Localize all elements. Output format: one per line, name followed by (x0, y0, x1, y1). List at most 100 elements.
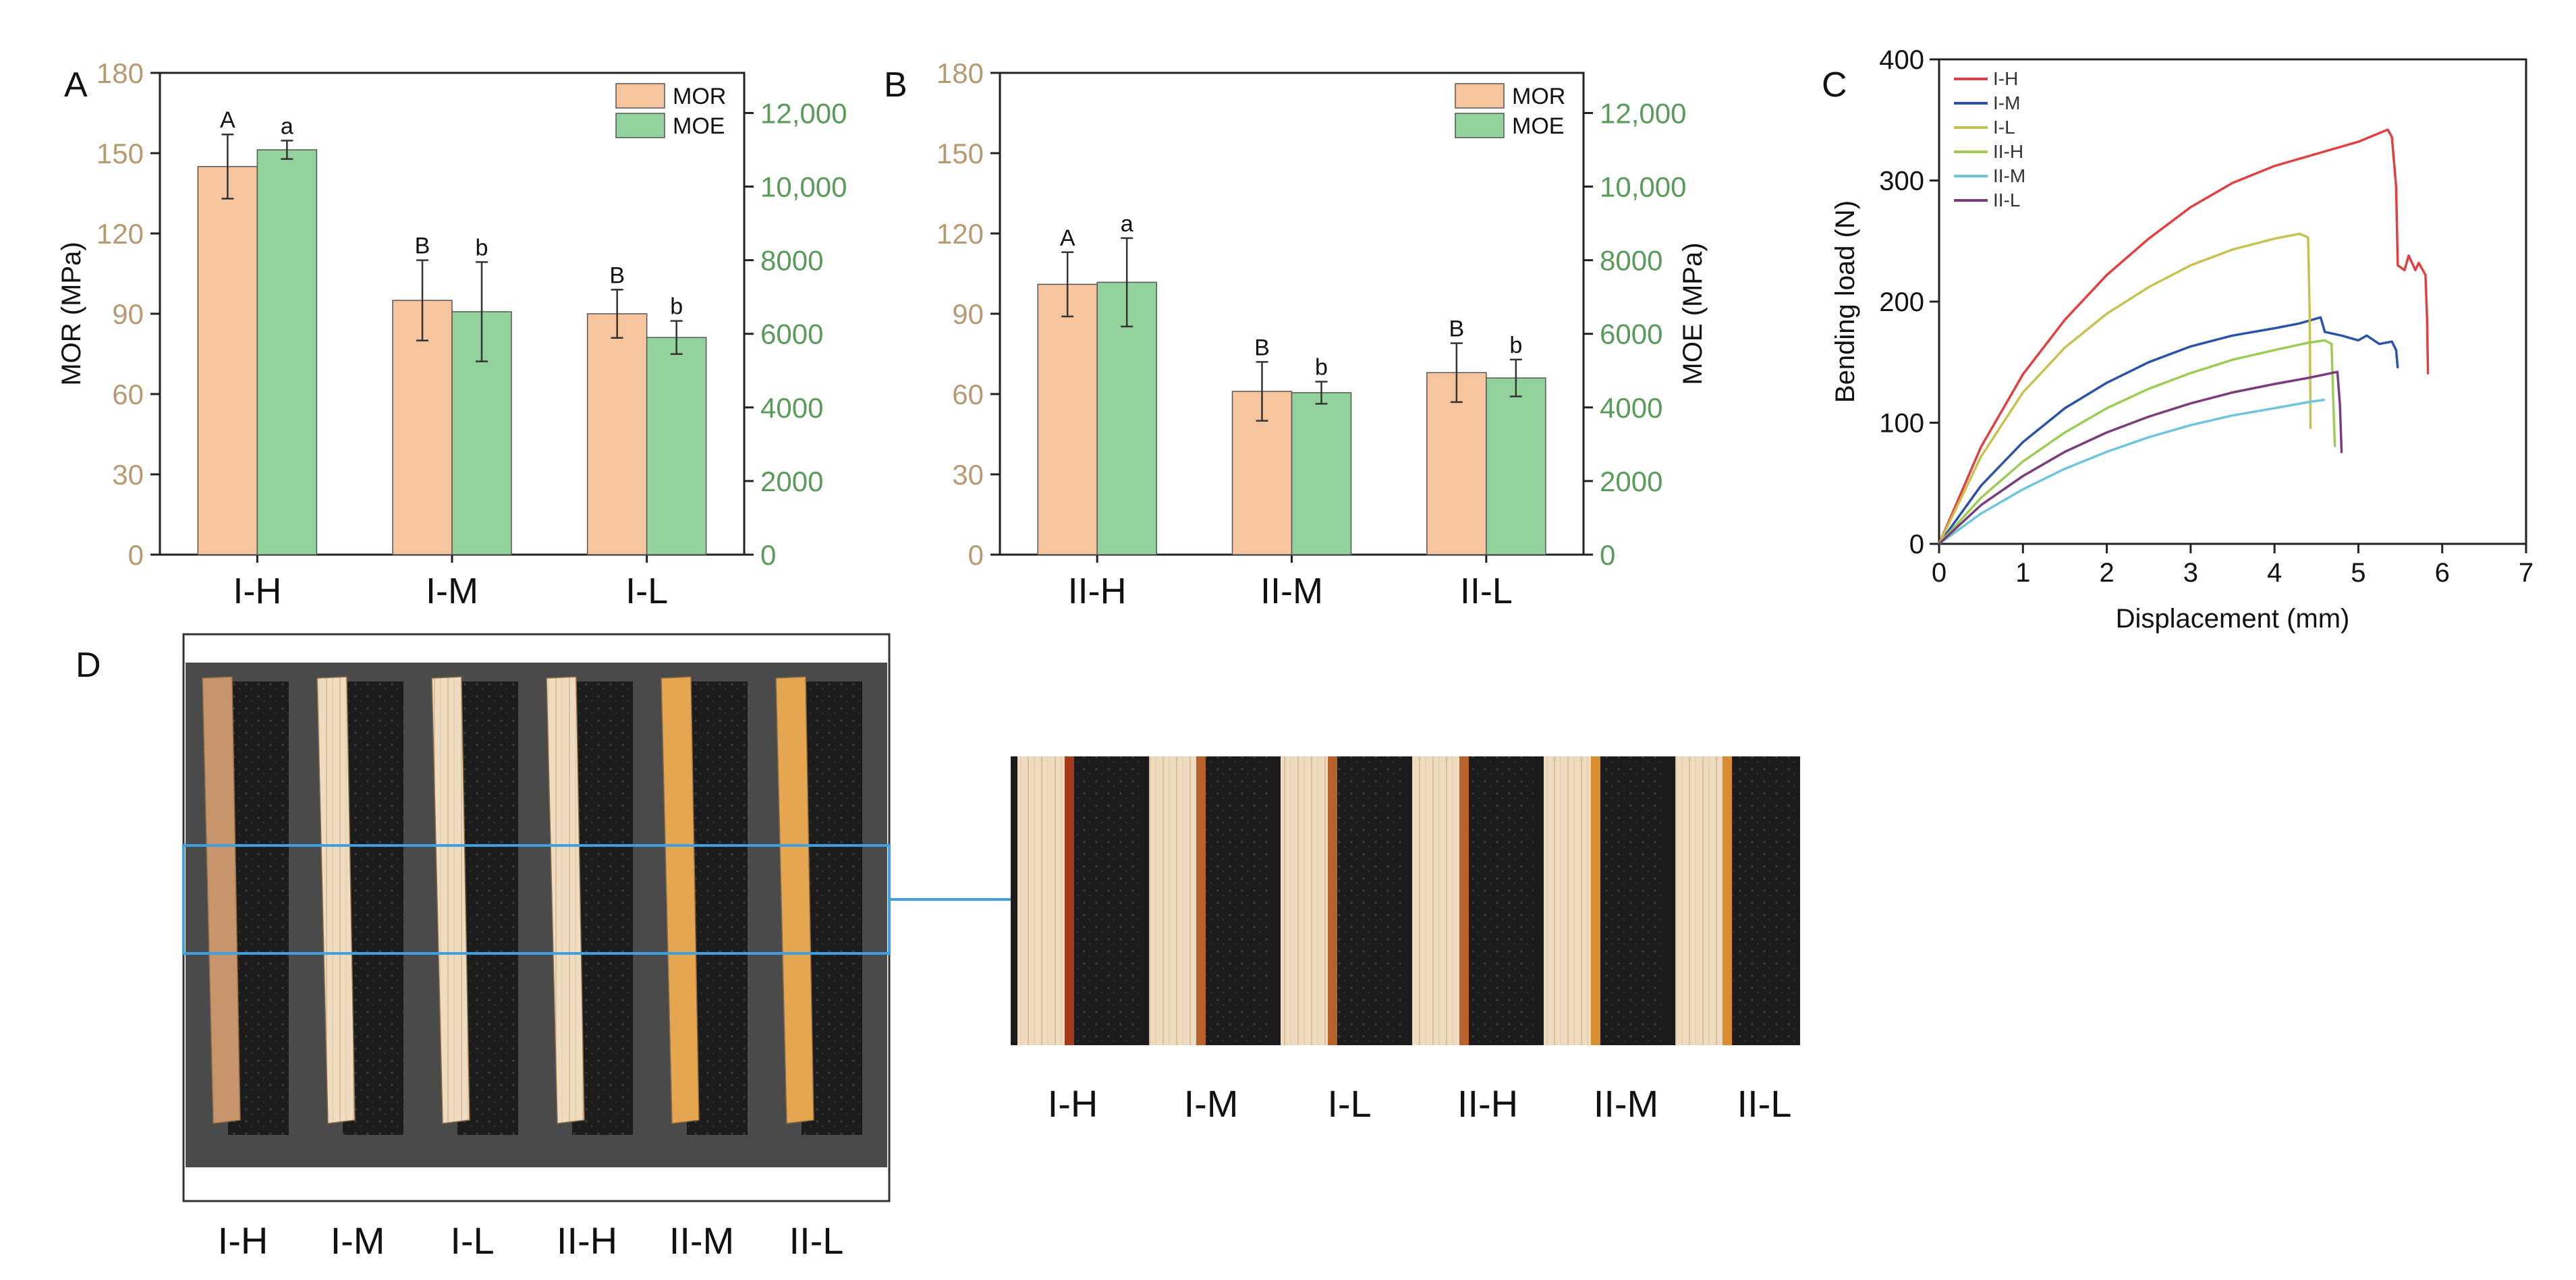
zoom-wood-edge (1591, 756, 1600, 1045)
left-tick-label: 150 (936, 138, 984, 169)
right-tick-label: 4000 (1600, 392, 1662, 424)
zoom-wood-specimen (1544, 756, 1591, 1045)
left-tick-label: 90 (112, 298, 144, 330)
legend-label: II-L (1993, 190, 2020, 211)
mor-bar (392, 300, 453, 555)
series-line-ii-m (1938, 398, 2325, 545)
right-tick-label: 2000 (1600, 466, 1662, 497)
zoom-wood-edge (1065, 756, 1074, 1045)
moe-bar (256, 149, 318, 555)
zoom-specimen-label: II-H (1457, 1082, 1518, 1125)
y-tick-label: 200 (1879, 287, 1924, 317)
mor-bar (197, 166, 258, 555)
x-tick-label: II-M (1260, 571, 1323, 611)
significance-letter: B (609, 262, 625, 288)
zoom-wood-edge (1723, 756, 1732, 1045)
right-tick-label: 4000 (760, 392, 823, 424)
legend-label: II-M (1993, 165, 2025, 186)
x-tick-label: 1 (2015, 558, 2030, 588)
wood-specimen (431, 676, 470, 1124)
right-tick-label: 2000 (760, 466, 823, 497)
y-tick-label: 400 (1879, 45, 1924, 75)
x-tick-label: II-H (1068, 571, 1127, 611)
zoom-wood-edge (1459, 756, 1469, 1045)
zoom-specimen-label: I-H (1048, 1082, 1098, 1125)
specimen-label: I-M (331, 1219, 385, 1262)
significance-letter: b (1315, 355, 1328, 381)
zoom-wood-specimen (1675, 756, 1723, 1045)
significance-letter: b (670, 294, 683, 320)
zoom-wood-edge (1196, 756, 1206, 1045)
y-tick-label: 300 (1879, 167, 1924, 196)
left-tick-label: 120 (936, 218, 984, 250)
table-background (186, 663, 887, 1167)
legend-label: II-H (1993, 141, 2023, 162)
wood-specimen (546, 676, 585, 1124)
zoom-specimen-label: I-M (1184, 1082, 1239, 1125)
right-tick-label: 8000 (1600, 245, 1662, 277)
panel-letter-c: C (1822, 65, 1847, 105)
legend-label: MOE (673, 113, 725, 139)
panel-b-plot-area: 0 30 60 90 120 150 180 0 2000 4000 6000 8000 10,000 1… (936, 57, 1708, 611)
series-line-i-m (1938, 316, 2399, 545)
mor-bar (1037, 283, 1098, 555)
panel-c-plot-area: 0 1 2 3 4 5 6 7 0 100 200 300 400 Displacement (mm) Be… (1830, 45, 2533, 634)
significance-letter: B (415, 233, 430, 259)
right-tick-label: 0 (1600, 539, 1615, 571)
x-tick-label: I-H (233, 571, 281, 611)
left-tick-label: 30 (112, 459, 144, 491)
specimen-zoom-photo: I-H I-M I-L II-H II-M II-L (1011, 756, 1800, 1125)
series-line-i-h (1938, 128, 2430, 545)
x-tick-label: 4 (2267, 558, 2282, 588)
zoom-wood-specimen (1017, 756, 1065, 1045)
panel-a-plot-area: 0 30 60 90 120 150 180 0 2000 4000 6000 8000 10,000 1… (57, 57, 847, 611)
zoom-wood-specimen (1149, 756, 1196, 1045)
right-tick-label: 10,000 (1600, 171, 1686, 203)
panel-letter-d: D (76, 646, 101, 685)
x-tick-label: 5 (2351, 558, 2365, 588)
panel-letter-a: A (64, 65, 88, 105)
panel-d: D I-H I-M I-L II-H II-M II-L I-H I-M I-L II-H II-… (76, 633, 1800, 1262)
significance-letter: a (1121, 211, 1133, 237)
right-tick-label: 6000 (1600, 318, 1662, 350)
specimen-label: II-M (669, 1219, 734, 1262)
right-tick-label: 10,000 (760, 171, 847, 203)
right-tick-label: 0 (760, 539, 776, 571)
left-tick-label: 90 (952, 298, 984, 330)
y-axis-title: Bending load (N) (1830, 200, 1860, 403)
x-axis-title: Displacement (mm) (2116, 604, 2350, 634)
legend-swatch (615, 113, 665, 138)
legend-label: I-M (1993, 92, 2020, 113)
specimen-label: II-L (789, 1219, 844, 1262)
legend-label: I-H (1993, 68, 2018, 89)
legend-swatch (1455, 83, 1505, 109)
x-tick-label: 0 (1932, 558, 1947, 588)
x-tick-label: I-M (426, 571, 478, 611)
legend-swatch (1455, 113, 1505, 138)
left-tick-label: 60 (952, 379, 984, 410)
significance-letter: b (1509, 333, 1522, 358)
mor-bar (586, 313, 648, 555)
specimen-label: I-L (450, 1219, 494, 1262)
right-tick-label: 12,000 (760, 97, 847, 129)
zoom-specimen-label: I-L (1327, 1082, 1371, 1125)
zoom-specimen-label: II-L (1737, 1082, 1792, 1125)
legend-label: MOR (673, 84, 726, 109)
x-tick-label: 6 (2435, 558, 2450, 588)
left-tick-label: 0 (968, 539, 984, 571)
specimen-label: II-H (557, 1219, 617, 1262)
zoom-wood-edge (1328, 756, 1337, 1045)
zoom-specimen-label: II-M (1594, 1082, 1658, 1125)
left-tick-label: 120 (96, 218, 144, 250)
significance-letter: B (1254, 335, 1270, 360)
x-tick-label: I-L (625, 571, 668, 611)
x-tick-label: 7 (2519, 558, 2533, 588)
legend-label: MOR (1512, 84, 1565, 109)
moe-bar (1291, 392, 1352, 555)
plot-frame (1938, 58, 2527, 545)
left-tick-label: 180 (96, 57, 144, 89)
moe-bar (1486, 377, 1546, 555)
series-line-ii-l (1938, 370, 2343, 545)
zoom-wood-specimen (1412, 756, 1459, 1045)
significance-letter: A (1060, 225, 1075, 251)
